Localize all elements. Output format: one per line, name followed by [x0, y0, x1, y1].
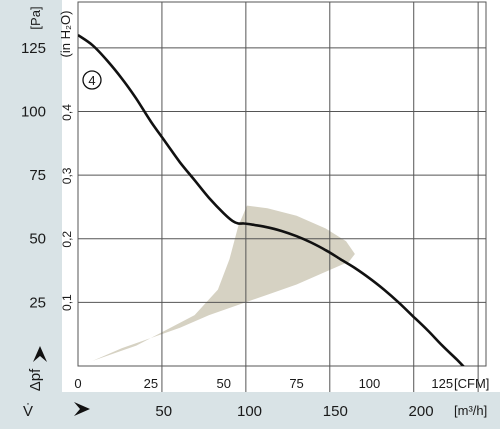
y-ticks-pa: 125 100 75 50 25 [21, 40, 46, 312]
x-tick-label-cfm: 100 [359, 376, 381, 391]
left-axis-panel [0, 0, 62, 429]
y-tick-label-pa: 100 [21, 103, 46, 120]
x-tick-label-cfm: 125 [431, 376, 453, 391]
y-tick-label-pa: 25 [29, 294, 46, 311]
y-tick-label-pa: 75 [29, 167, 46, 184]
x-tick-label-cfm: 50 [216, 376, 230, 391]
curve-label-circle [82, 70, 102, 90]
y-tick-label-inh2o: 0,4 [60, 104, 74, 121]
y-axis-unit-inh2o: (in H₂O) [58, 11, 73, 58]
plot-border [77, 1, 487, 367]
y-axis-unit-pa: [Pa] [28, 6, 43, 29]
x-tick-label-cfm: 0 [74, 376, 81, 391]
grid [78, 2, 486, 392]
x-tick-label-m3h: 150 [323, 403, 348, 420]
x-tick-label-m3h: 200 [409, 403, 434, 420]
x-ticks-cfm: 0 25 50 75 100 125 [74, 376, 453, 391]
x-tick-label-m3h: 100 [237, 403, 262, 420]
x-axis-unit-cfm: [CFM] [454, 376, 489, 391]
y-tick-label-pa: 125 [21, 40, 46, 57]
x-ticks-m3h: 50 100 150 200 [155, 403, 433, 420]
y-axis-symbol: Δpf [27, 368, 44, 391]
y-axis-arrow-icon [33, 346, 47, 362]
y-tick-label-inh2o: 0,1 [60, 294, 74, 311]
y-ticks-inh2o: 0,4 0,3 0,2 0,1 [60, 104, 74, 311]
x-tick-label-cfm: 25 [144, 376, 158, 391]
operating-area [78, 205, 355, 366]
y-tick-label-inh2o: 0,3 [60, 167, 74, 184]
y-tick-label-pa: 50 [29, 231, 46, 248]
x-tick-label-cfm: 75 [289, 376, 303, 391]
x-axis-unit-m3h: [m³/h] [454, 403, 487, 418]
curve-label: 4 [88, 73, 95, 88]
y-tick-label-inh2o: 0,2 [60, 231, 74, 248]
x-tick-label-m3h: 50 [155, 403, 172, 420]
fan-curve-4 [78, 34, 465, 366]
x-axis-arrow-icon [74, 402, 90, 416]
x-axis-symbol: V̇ [23, 403, 33, 420]
